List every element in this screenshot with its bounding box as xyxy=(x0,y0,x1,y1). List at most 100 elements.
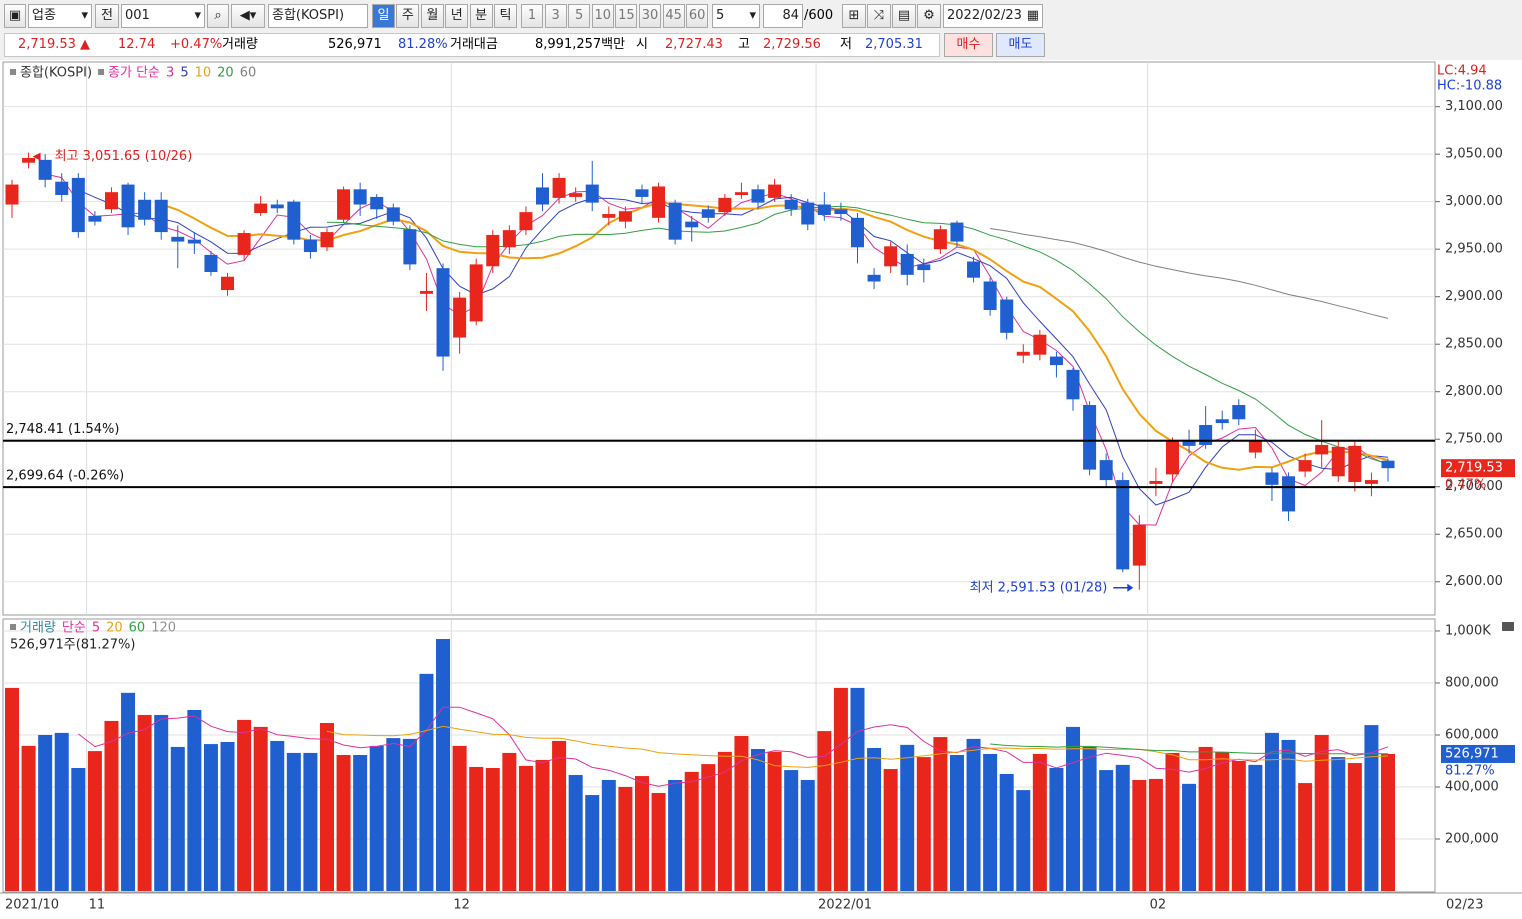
volume-bar xyxy=(568,775,583,891)
volume-bar xyxy=(668,779,683,891)
period-button[interactable]: 월 xyxy=(420,4,444,28)
interval-button[interactable]: 15 xyxy=(615,4,638,28)
candle-body xyxy=(453,297,467,338)
interval-button[interactable]: 5 xyxy=(568,4,591,28)
sound-button[interactable]: ◀▾ xyxy=(231,4,265,28)
legend-icon xyxy=(10,624,16,630)
candle-body xyxy=(552,177,566,198)
candle-body xyxy=(668,202,682,240)
interval-button[interactable]: 10 xyxy=(591,4,614,28)
candle-body xyxy=(884,246,898,267)
volume-bar xyxy=(883,769,898,891)
legend-title: 거래량 xyxy=(20,621,56,636)
panel-icon xyxy=(1502,622,1514,631)
volume-bar xyxy=(535,759,550,891)
search-button[interactable]: ⌕ xyxy=(207,4,229,28)
candle-body xyxy=(618,211,632,222)
scope[interactable]: 전 xyxy=(95,4,119,28)
volume-bar xyxy=(1381,753,1395,891)
market-select[interactable]: 업종 ▾ xyxy=(28,4,92,28)
candle-body xyxy=(519,212,533,231)
volume-bar xyxy=(402,738,417,891)
candle-body xyxy=(635,189,649,197)
volume-bar xyxy=(1364,725,1379,891)
candle-body xyxy=(121,184,135,228)
annotation-label: 최저 2,591.53 (01/28) xyxy=(970,580,1108,595)
volume-bar xyxy=(1281,739,1296,891)
change: 12.74 xyxy=(118,37,156,52)
volume-bar xyxy=(651,792,666,891)
volume-bar xyxy=(1099,770,1114,891)
candle-body xyxy=(1149,481,1163,484)
y-tick-label: 400,000 xyxy=(1445,779,1499,794)
interval-button[interactable]: 45 xyxy=(662,4,685,28)
volume-bar xyxy=(1016,790,1031,891)
price-panel xyxy=(2,61,1436,616)
candle-body xyxy=(303,239,317,253)
interval-button[interactable]: 3 xyxy=(544,4,567,28)
candle-body xyxy=(950,222,964,242)
interval-button[interactable]: 60 xyxy=(686,4,709,28)
x-last-date: 02/23 xyxy=(1446,898,1483,913)
volume-bar xyxy=(1248,764,1263,891)
count[interactable]: 84 xyxy=(763,4,803,28)
candle-body xyxy=(1049,356,1063,366)
interval-select[interactable]: 5 ▾ xyxy=(712,4,760,28)
candle-body xyxy=(701,209,715,218)
period-button[interactable]: 분 xyxy=(469,4,493,28)
volume-bar xyxy=(121,692,136,891)
volume-bar xyxy=(485,768,500,891)
volume-bar xyxy=(5,687,19,891)
volume-bar xyxy=(916,757,931,891)
volume-bar xyxy=(999,773,1014,891)
candle-body xyxy=(1215,419,1229,424)
volume-bar xyxy=(1215,751,1230,891)
candle-body xyxy=(386,207,400,222)
volume-bar xyxy=(187,710,202,891)
interval: 5 xyxy=(716,8,725,23)
interval-button[interactable]: 1 xyxy=(521,4,543,28)
volume-bar xyxy=(867,747,882,891)
sell-button[interactable]: 매도 xyxy=(996,33,1045,57)
annotation-label: 최고 3,051.65 (10/26) xyxy=(55,149,193,164)
volume-bar xyxy=(1082,746,1097,891)
volume-bar xyxy=(518,765,533,891)
candle-body xyxy=(536,187,550,205)
volume-bar xyxy=(469,766,484,891)
candle-body xyxy=(353,189,367,205)
y-tick-label: 200,000 xyxy=(1445,831,1499,846)
volume-bar xyxy=(601,779,616,891)
volume-bar xyxy=(1314,734,1329,891)
volume-bar xyxy=(751,749,766,891)
code-input[interactable]: 001 ▾ xyxy=(121,4,205,28)
volume-bar xyxy=(253,726,268,891)
tool-icon[interactable]: ⤨ xyxy=(867,4,891,28)
candle-body xyxy=(983,281,997,310)
volume-bar xyxy=(983,753,998,891)
legend-item: 20 xyxy=(106,621,123,636)
candle-body xyxy=(337,189,351,220)
date-input[interactable]: 2022/02/23 ▦ xyxy=(943,4,1043,28)
x-tick-label: 2021/10 xyxy=(5,898,59,913)
high: 2,729.56 xyxy=(763,37,821,52)
volume-bar xyxy=(353,755,368,891)
period-button[interactable]: 일 xyxy=(372,4,395,28)
y-tick-label: 2,800.00 xyxy=(1445,384,1503,399)
volume-bar xyxy=(270,740,285,891)
menu-icon[interactable]: ▣ xyxy=(4,4,26,28)
candle-body xyxy=(187,239,201,244)
tool-icon[interactable]: ⊞ xyxy=(842,4,866,28)
candle-body xyxy=(1116,480,1130,570)
interval-button[interactable]: 30 xyxy=(639,4,661,28)
period-button[interactable]: 년 xyxy=(445,4,469,28)
candle-body xyxy=(652,186,666,218)
volume-bar xyxy=(767,751,782,891)
candle-body xyxy=(834,209,848,215)
period-button[interactable]: 틱 xyxy=(494,4,517,28)
candle-body xyxy=(237,233,251,255)
settings-icon[interactable]: ⚙ xyxy=(917,4,941,28)
period-button[interactable]: 주 xyxy=(396,4,420,28)
save-icon[interactable]: ▤ xyxy=(892,4,916,28)
buy-button[interactable]: 매수 xyxy=(944,33,993,57)
candle-body xyxy=(1331,446,1345,477)
